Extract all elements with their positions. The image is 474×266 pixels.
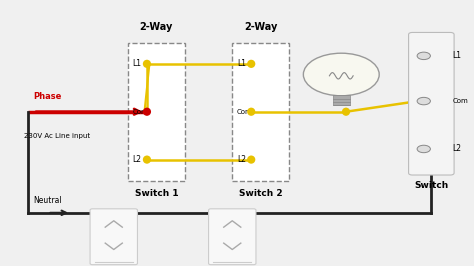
Text: Switch 1: Switch 1 — [135, 189, 178, 198]
FancyBboxPatch shape — [409, 32, 454, 175]
Text: L2: L2 — [133, 155, 142, 164]
Text: Switch 2: Switch 2 — [239, 189, 283, 198]
Text: 2-Way: 2-Way — [140, 22, 173, 32]
Text: 230V Ac Line input: 230V Ac Line input — [24, 133, 90, 139]
FancyBboxPatch shape — [90, 209, 137, 265]
Circle shape — [417, 145, 430, 153]
Bar — [232, 43, 289, 181]
Text: Phase: Phase — [33, 92, 62, 101]
Bar — [128, 43, 185, 181]
Text: Com: Com — [133, 109, 148, 115]
Bar — [333, 95, 350, 105]
Text: Neutral: Neutral — [33, 196, 62, 205]
Circle shape — [417, 97, 430, 105]
Point — [247, 157, 255, 162]
Point — [342, 110, 350, 114]
Point — [247, 62, 255, 66]
Text: 2-Way: 2-Way — [244, 22, 277, 32]
Text: L2: L2 — [453, 144, 462, 153]
Point — [143, 157, 151, 162]
Text: L2: L2 — [237, 155, 246, 164]
Text: L1: L1 — [453, 51, 462, 60]
Circle shape — [417, 52, 430, 60]
Text: Com: Com — [453, 98, 468, 104]
Circle shape — [303, 53, 379, 96]
Text: Switch: Switch — [414, 181, 448, 190]
Point — [143, 110, 151, 114]
Text: L1: L1 — [237, 59, 246, 68]
Text: L1: L1 — [133, 59, 142, 68]
Point — [247, 110, 255, 114]
Text: Com: Com — [237, 109, 253, 115]
Point — [143, 62, 151, 66]
FancyBboxPatch shape — [209, 209, 256, 265]
